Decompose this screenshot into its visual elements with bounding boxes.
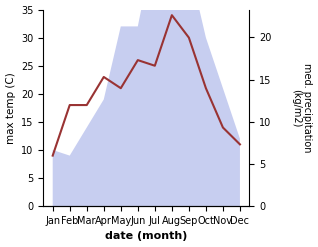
Y-axis label: med. precipitation
(kg/m2): med. precipitation (kg/m2) bbox=[291, 63, 313, 153]
Y-axis label: max temp (C): max temp (C) bbox=[5, 72, 16, 144]
X-axis label: date (month): date (month) bbox=[105, 231, 188, 242]
